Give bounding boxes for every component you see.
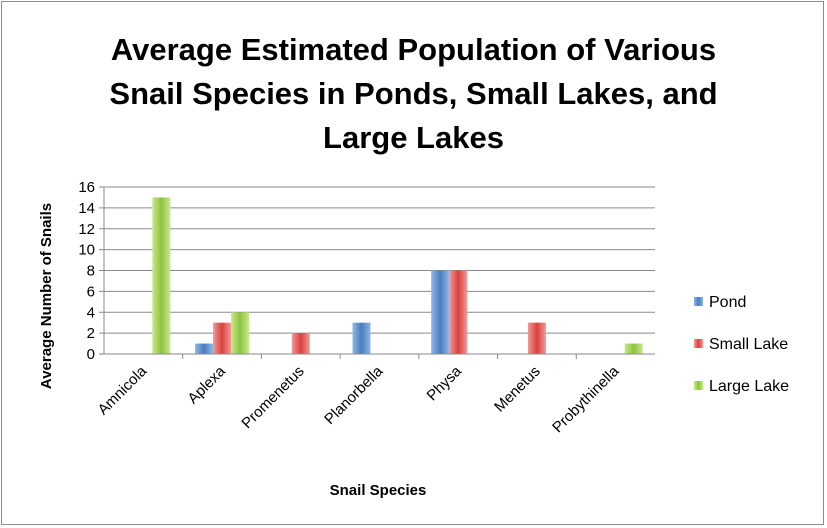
bars — [152, 197, 643, 354]
x-tick-label: Physa — [424, 362, 466, 404]
bar-large-lake-probythinella — [624, 343, 643, 354]
bar-large-lake-aplexa — [231, 312, 250, 354]
x-tick-label: Planorbella — [321, 362, 387, 428]
legend: Pond Small Lake Large Lake — [694, 294, 789, 395]
legend-label-small-lake: Small Lake — [709, 336, 788, 353]
y-tick-label: 16 — [78, 179, 95, 196]
legend-swatch-large-lake — [694, 381, 703, 390]
legend-label-large-lake: Large Lake — [709, 378, 789, 395]
x-axis-label: Snail Species — [330, 482, 427, 499]
bar-small-lake-physa — [449, 270, 468, 354]
legend-label-pond: Pond — [709, 294, 746, 311]
y-tick-label: 8 — [87, 263, 95, 280]
legend-swatch-small-lake — [694, 339, 703, 348]
x-tick-label: Menetus — [491, 363, 544, 416]
y-tick-label: 2 — [87, 325, 95, 342]
x-tick-labels: Amnicola Aplexa Promenetus Planorbella Physa… — [95, 362, 623, 436]
chart-title-line-3: Large Lakes — [323, 120, 504, 155]
bar-small-lake-promenetus — [291, 333, 310, 354]
y-tick-labels: 0 2 4 6 8 10 12 14 16 — [78, 179, 95, 363]
bar-pond-planorbella — [352, 322, 371, 354]
y-tick-label: 0 — [87, 346, 95, 363]
y-tick-label: 4 — [87, 304, 95, 321]
y-tick-label: 6 — [87, 283, 95, 300]
gridlines — [99, 186, 655, 355]
chart-title-line-2: Snail Species in Ponds, Small Lakes, and — [109, 76, 718, 111]
bar-pond-physa — [431, 270, 450, 354]
bar-pond-aplexa — [195, 343, 214, 354]
legend-swatch-pond — [694, 297, 703, 306]
x-tick-label: Promenetus — [238, 363, 307, 432]
bar-small-lake-menetus — [527, 322, 546, 354]
y-axis-label: Average Number of Snails — [38, 203, 55, 389]
x-tick-label: Amnicola — [95, 362, 151, 418]
bar-small-lake-aplexa — [213, 322, 232, 354]
bar-large-lake-amnicola — [152, 197, 171, 354]
x-tick-label: Probythinella — [549, 362, 623, 436]
chart-title-line-1: Average Estimated Population of Various — [110, 32, 717, 67]
y-tick-label: 12 — [78, 221, 95, 238]
y-tick-label: 14 — [78, 200, 95, 217]
axes — [103, 187, 655, 359]
y-tick-label: 10 — [78, 242, 95, 259]
chart-title: Average Estimated Population of Various … — [0, 28, 827, 160]
x-tick-label: Aplexa — [184, 362, 229, 407]
